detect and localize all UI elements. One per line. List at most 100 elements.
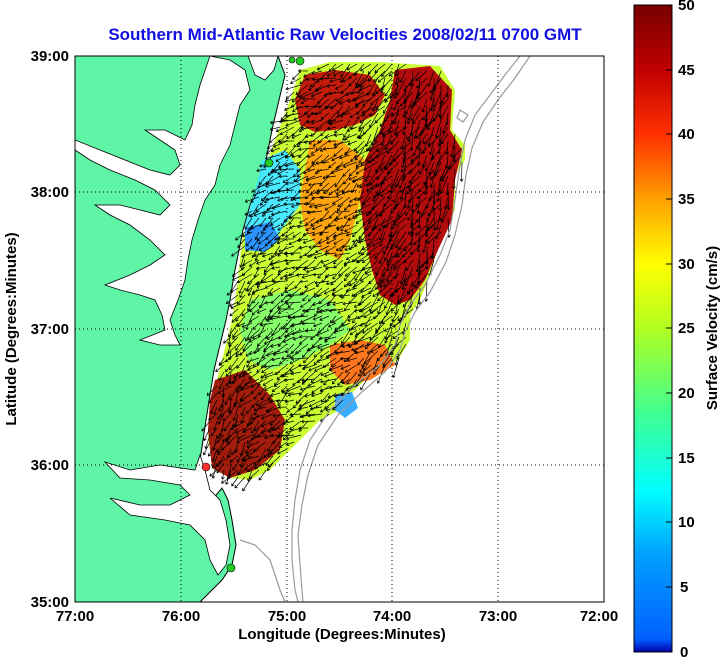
velocity-arrow [229,455,239,463]
velocity-arrow [441,210,449,223]
velocity-arrow [237,434,246,440]
velocity-arrow [202,441,211,456]
velocity-arrow [217,448,225,455]
bathymetry-contours [239,56,531,602]
velocity-arrow [359,364,365,373]
velocity-arrow [253,427,260,438]
velocity-arrow [292,196,309,201]
velocity-arrow [298,426,309,431]
velocity-arrow [263,364,281,369]
velocity-arrow [218,371,225,381]
velocity-arrow [310,91,323,98]
delaware-bay [247,56,279,81]
velocity-arrow [312,294,323,299]
y-tick-label: 35:00 [31,594,69,611]
velocity-arrow [253,252,267,257]
velocity-arrow [230,301,246,309]
velocity-arrow [278,174,288,179]
velocity-arrow [248,371,260,380]
velocity-arrow [271,357,281,362]
velocity-arrow [372,84,379,97]
velocity-arrow [282,427,295,441]
velocity-arrow [246,224,253,234]
velocity-arrow [295,175,309,183]
velocity-arrow [301,321,316,326]
velocity-arrow [280,147,288,156]
velocity-arrow [287,301,295,309]
velocity-arrow [402,154,414,163]
velocity-arrow [386,140,400,154]
velocity-arrow [276,399,288,403]
velocity-arrow [277,448,288,455]
velocity-arrow [260,420,274,428]
velocity-arrow [328,210,337,219]
velocity-arrow [235,231,246,241]
velocity-arrow [327,350,344,358]
velocity-arrow [446,189,451,210]
velocity-arrow [350,343,372,352]
velocity-arrow [225,378,232,387]
velocity-arrow [357,238,372,244]
velocity-arrow [332,196,344,205]
velocity-arrow [341,378,351,385]
velocity-arrow [334,392,351,398]
velocity-arrow [239,287,246,298]
velocity-arrow [320,195,337,200]
velocity-arrow [228,357,239,371]
velocity-arrow [326,84,337,88]
velocity-arrow [221,469,225,480]
velocity-arrow [251,413,267,420]
velocity-arrow [350,154,358,162]
velocity-arrow [315,161,330,165]
velocity-arrow [320,371,330,377]
velocity-arrow [273,140,288,148]
velocity-arrow [343,210,358,219]
velocity-arrow [267,315,281,319]
velocity-arrow [305,224,316,231]
velocity-arrow [346,63,358,71]
map-plot-area [75,56,604,602]
velocity-arrow [239,455,246,468]
velocity-arrow [346,126,358,132]
velocity-arrow [386,259,400,272]
velocity-arrow [226,287,239,296]
velocity-arrow [256,168,267,173]
velocity-arrow [298,210,309,215]
velocity-arrow [299,182,309,187]
velocity-arrow [394,231,407,249]
velocity-arrow [243,455,260,462]
velocity-arrow [246,357,253,368]
velocity-arrow [441,168,449,182]
velocity-arrow [309,77,323,88]
velocity-arrow [235,308,246,322]
velocity-arrow [342,133,358,141]
velocity-arrow [247,273,260,285]
velocity-arrow [355,140,372,154]
velocity-arrow [257,238,267,245]
velocity-arrow [326,70,337,77]
velocity-arrow [247,329,260,341]
velocity-arrow [268,252,281,261]
velocity-arrow [280,371,295,378]
velocity-arrow [285,434,302,441]
velocity-arrow [450,140,456,158]
velocity-arrow [203,427,211,441]
colorbar-tick-label: 40 [678,126,695,143]
velocity-arrow [352,224,365,238]
velocity-arrow [307,413,323,418]
velocity-arrow [283,336,295,343]
chesapeake-bay [75,56,251,346]
velocity-arrow [261,413,274,420]
velocity-arrow [241,371,253,377]
velocity-arrow [393,98,400,111]
colorbar-tick-label: 0 [680,644,688,659]
velocity-arrow [267,441,274,452]
velocity-arrow [231,245,246,257]
velocity-arrow [286,406,295,413]
velocity-arrow [223,336,232,344]
velocity-arrow [306,343,323,352]
velocity-arrow [271,266,281,270]
velocity-arrow [277,168,288,175]
velocity-arrow [217,385,232,394]
velocity-arrow [335,224,351,230]
